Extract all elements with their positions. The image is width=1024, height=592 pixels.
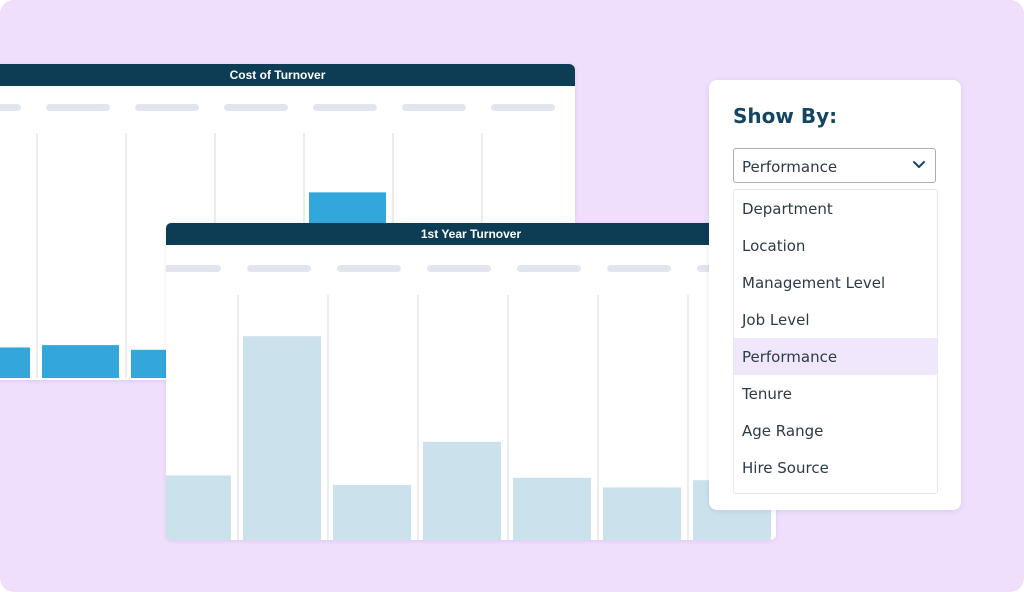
show-by-title: Show By: [733, 104, 838, 128]
cost-chart-filter-pill [224, 104, 288, 111]
cost-of-turnover-title: Cost of Turnover [229, 68, 326, 82]
first-year-turnover-card: 1st Year Turnover 2023202320232023202320… [166, 223, 776, 540]
cost-chart-filter-pill [313, 104, 377, 111]
year-chart-bar [333, 485, 411, 540]
cost-chart-filter-pill [46, 104, 110, 111]
year-chart-filter-pill [337, 265, 401, 272]
year-chart-bar [603, 487, 681, 540]
year-chart-filter-pill [427, 265, 491, 272]
show-by-option-job-level[interactable]: Job Level [742, 310, 810, 329]
year-chart-bar [243, 336, 321, 540]
first-year-turnover-title: 1st Year Turnover [420, 227, 522, 241]
show-by-option-tenure[interactable]: Tenure [742, 385, 792, 403]
year-chart-filter-pill [607, 265, 671, 272]
cost-chart-filter-pill [135, 104, 199, 111]
show-by-selected-value: Performance [742, 158, 838, 176]
cost-of-turnover-header: Cost of Turnover [0, 64, 575, 86]
cost-chart-filter-pill [0, 104, 21, 111]
cost-chart-filter-pill [402, 104, 466, 111]
year-chart-bar [166, 475, 231, 540]
show-by-option-performance[interactable]: Performance [734, 338, 937, 376]
first-year-turnover-header: 1st Year Turnover [166, 223, 776, 245]
show-by-option-management-level[interactable]: Management Level [742, 273, 886, 292]
show-by-option-location[interactable]: Location [742, 236, 806, 255]
show-by-option-department[interactable]: Department [742, 199, 833, 218]
cost-chart-bar [42, 345, 119, 378]
year-chart-bar [513, 477, 591, 540]
show-by-option-age-range[interactable]: Age Range [742, 422, 824, 441]
year-chart-filter-pill [517, 265, 581, 272]
show-by-select[interactable]: Performance [733, 148, 936, 183]
year-chart-filter-pill [166, 265, 221, 272]
chevron-down-icon[interactable] [912, 160, 926, 170]
year-chart-bar [423, 441, 501, 540]
show-by-option-hire-source[interactable]: Hire Source [742, 459, 829, 478]
cost-chart-filter-pill [491, 104, 555, 111]
cost-chart-bar [0, 347, 30, 378]
year-chart-filter-pill [247, 265, 311, 272]
show-by-options-list: Department Location Management Level Job Le… [733, 189, 938, 494]
first-year-turnover-chart: 2023202320232023202320232023 [166, 265, 771, 540]
